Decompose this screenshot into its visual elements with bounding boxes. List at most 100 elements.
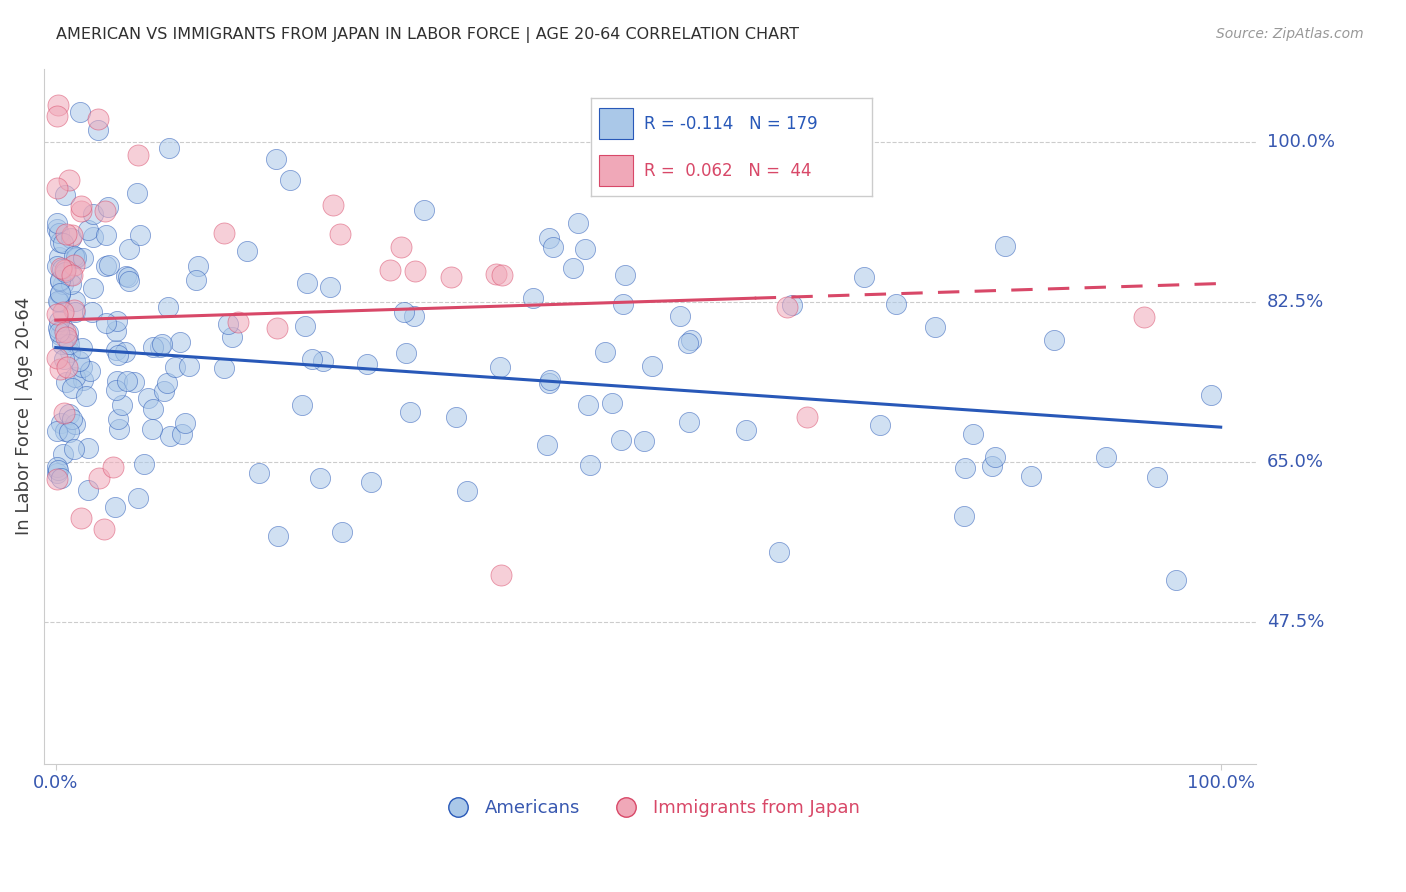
Point (297, 276, 319, 290)
Point (1094, 450, 1116, 465)
Point (63, 370, 86, 384)
Text: 82.5%: 82.5% (1267, 293, 1324, 310)
Point (80, 304, 103, 318)
Point (212, 361, 235, 376)
Point (52, 405, 75, 419)
Point (52, 321, 75, 335)
Point (312, 353, 335, 368)
Point (49, 471, 72, 485)
Point (48, 463, 70, 477)
Point (46, 109, 69, 123)
Point (924, 319, 946, 334)
Point (69, 104, 91, 119)
Point (79, 364, 101, 378)
Point (105, 314, 128, 328)
Point (187, 260, 209, 274)
Text: R =  0.062   N =  44: R = 0.062 N = 44 (644, 161, 811, 179)
Point (107, 348, 129, 362)
Point (87, 122, 110, 136)
Text: R = -0.114   N = 179: R = -0.114 N = 179 (644, 115, 817, 133)
Point (51, 262, 73, 277)
Point (236, 244, 259, 258)
Point (153, 384, 176, 398)
Point (55, 227, 77, 241)
Point (489, 359, 512, 374)
Point (134, 457, 156, 471)
Point (266, 320, 288, 334)
Point (63, 302, 86, 317)
Point (142, 401, 165, 416)
Point (118, 242, 141, 256)
Point (576, 398, 599, 412)
Point (52, 447, 75, 461)
Point (301, 351, 323, 366)
Point (52, 277, 75, 292)
Point (46, 459, 69, 474)
Point (45, 472, 67, 486)
Point (53, 188, 76, 202)
Point (165, 359, 187, 374)
Point (669, 309, 692, 323)
Point (53, 424, 76, 438)
Point (578, 458, 600, 472)
Point (399, 405, 422, 419)
Point (60, 277, 83, 292)
Point (118, 273, 141, 287)
Point (217, 317, 239, 331)
Point (48, 314, 70, 328)
Point (169, 334, 191, 349)
Point (65, 251, 87, 265)
Point (489, 568, 512, 582)
Point (404, 264, 426, 278)
Bar (599, 155, 633, 186)
Point (87, 112, 110, 127)
Point (56, 326, 79, 341)
Point (107, 412, 129, 426)
Point (395, 346, 418, 360)
Point (1199, 388, 1222, 402)
Point (63, 305, 86, 319)
Point (884, 297, 907, 311)
Point (156, 376, 179, 390)
Point (356, 357, 378, 371)
Point (446, 410, 468, 425)
Point (98, 258, 121, 272)
Point (962, 426, 984, 441)
Point (60, 381, 83, 395)
Point (567, 216, 589, 230)
Point (536, 437, 558, 451)
Point (641, 359, 664, 373)
Point (1166, 573, 1188, 587)
Point (360, 475, 382, 489)
Point (46, 98, 69, 112)
Y-axis label: In Labor Force | Age 20-64: In Labor Force | Age 20-64 (15, 297, 32, 535)
Point (104, 500, 127, 514)
Point (600, 396, 623, 410)
Point (291, 398, 314, 412)
Point (115, 375, 138, 389)
Point (392, 304, 415, 318)
Point (49, 362, 72, 376)
Point (735, 423, 758, 437)
Point (186, 273, 208, 287)
Point (56, 360, 79, 375)
Point (63, 442, 86, 456)
Point (58, 173, 80, 187)
Point (142, 340, 165, 354)
Point (485, 267, 508, 281)
Point (58, 337, 80, 351)
Point (46, 307, 69, 321)
Point (127, 148, 149, 162)
Point (994, 239, 1017, 253)
Point (55, 375, 77, 389)
Point (63, 293, 86, 308)
Point (440, 270, 463, 285)
Point (60, 227, 83, 242)
Point (796, 409, 818, 424)
Point (150, 336, 173, 351)
Point (609, 433, 631, 447)
Point (129, 227, 152, 242)
Point (122, 375, 145, 389)
Point (776, 300, 799, 314)
Point (309, 471, 332, 485)
